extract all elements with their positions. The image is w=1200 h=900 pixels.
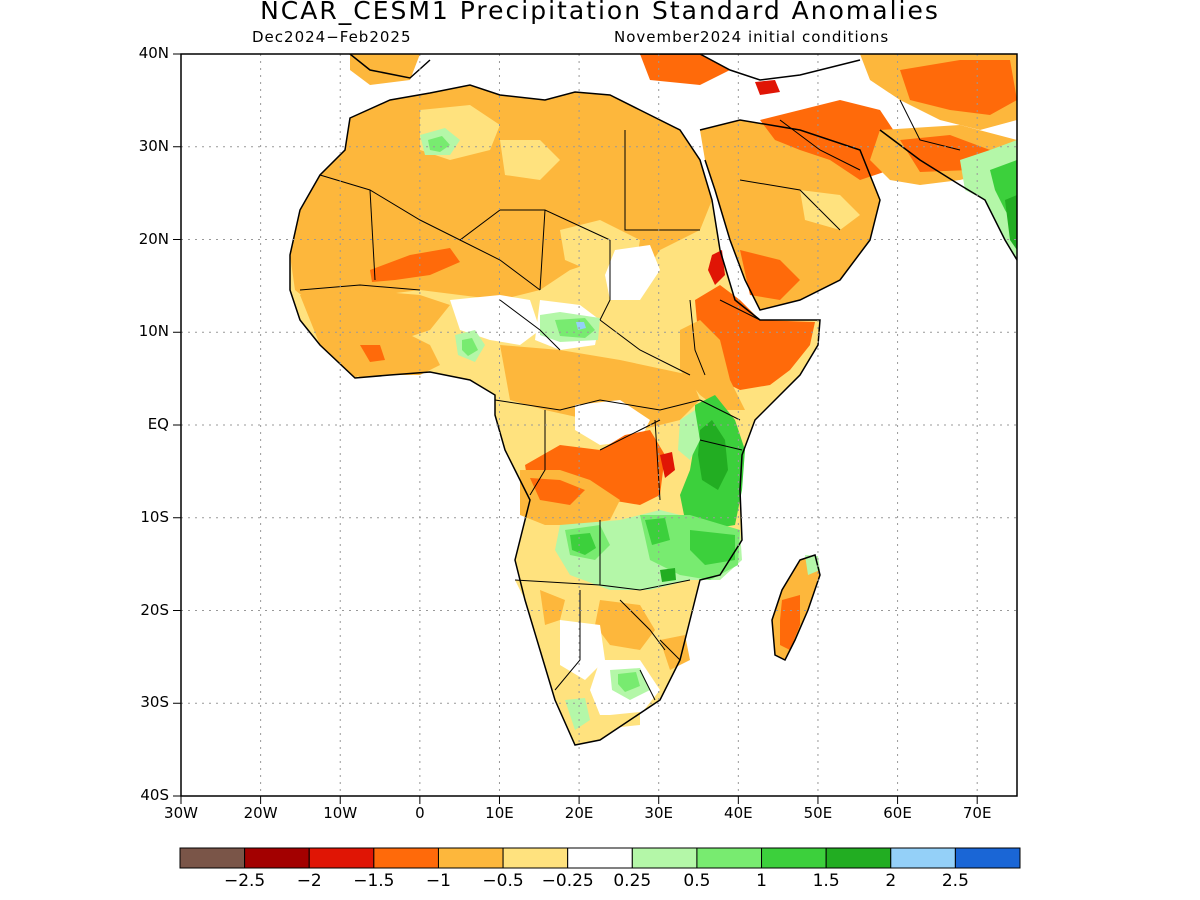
colorbar-label: −0.5: [482, 871, 524, 891]
colorbar-label: −1.5: [353, 871, 395, 891]
colorbar-label: 0.5: [683, 871, 711, 891]
country-borders: [299, 99, 961, 701]
colorbar-label: −0.25: [541, 871, 594, 891]
x-tick-label: 40E: [724, 804, 753, 822]
x-tick-label: 70E: [962, 804, 992, 822]
x-tick-label: 10W: [323, 804, 358, 822]
y-tick-label: 20S: [140, 600, 169, 619]
colorbar-label: 1.5: [812, 871, 840, 891]
colorbar-label: 1: [756, 871, 767, 891]
initial-conditions-label: November2024 initial conditions: [614, 28, 890, 46]
colorbar-label: −1: [425, 871, 451, 891]
map-grid: [181, 54, 1017, 796]
chart-title: NCAR_CESM1 Precipitation Standard Anomal…: [260, 0, 940, 25]
axis-ticks: [173, 53, 978, 804]
y-tick-label: 10N: [138, 322, 169, 341]
anomaly-field: [290, 54, 1017, 745]
colorbar-label: 2: [885, 871, 897, 891]
sahel-anomaly: [370, 248, 460, 282]
y-tick-label: 40N: [138, 44, 169, 62]
x-tick-label: 60E: [883, 804, 912, 822]
y-tick-label: 20N: [138, 229, 169, 248]
y-tick-label: 30N: [138, 136, 169, 155]
y-tick-label: 10S: [140, 507, 169, 526]
colorbar-label: −2: [296, 871, 322, 891]
season-label: Dec2024−Feb2025: [252, 28, 412, 46]
x-tick-label: 30E: [644, 804, 673, 822]
y-tick-label: 30S: [140, 693, 169, 712]
x-tick-label: 20E: [564, 804, 594, 822]
x-tick-label: 20W: [243, 804, 278, 822]
colorbar-label: 2.5: [941, 871, 969, 891]
x-tick-label: 0: [415, 804, 425, 822]
colorbar-label: 0.25: [613, 871, 652, 891]
x-tick-label: 30W: [164, 804, 198, 822]
x-tick-label: 50E: [803, 804, 833, 822]
colorbar-label: −2.5: [223, 871, 266, 891]
y-tick-label: EQ: [147, 415, 169, 433]
x-tick-label: 10E: [485, 804, 514, 822]
y-tick-label: 40S: [140, 786, 169, 804]
